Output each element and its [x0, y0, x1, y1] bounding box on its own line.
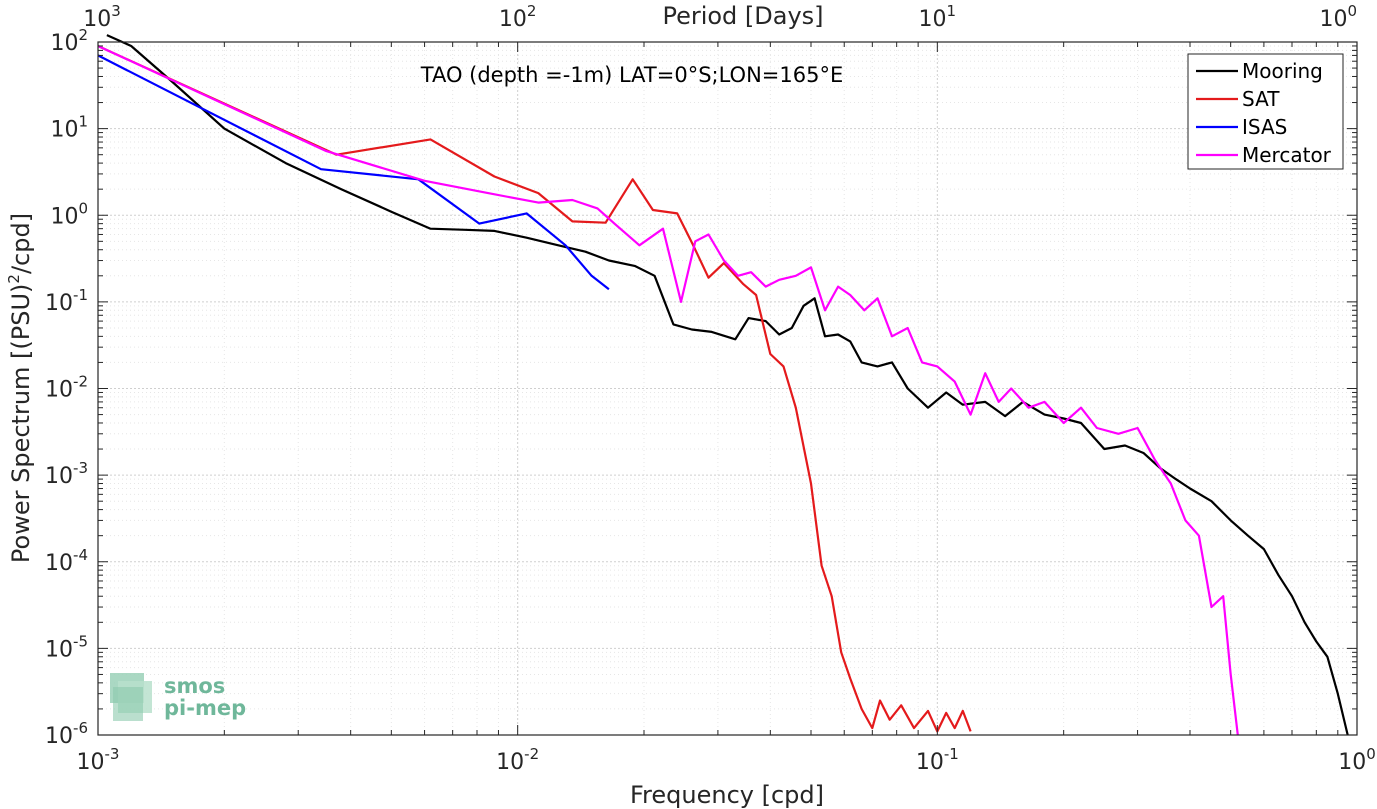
- x-tick-label-base: 10: [77, 750, 105, 775]
- series-line-isas: [97, 54, 610, 291]
- y-tick-label-base: 10: [45, 464, 73, 489]
- y-tick-label-base: 10: [45, 378, 73, 403]
- x-axis-label: Frequency [cpd]: [630, 781, 824, 809]
- series-layer: [97, 34, 1349, 736]
- x-tick-label-base: 10: [496, 750, 524, 775]
- top-tick-label-exponent: 1: [947, 2, 957, 20]
- y-tick-label-exponent: -3: [73, 459, 88, 477]
- y-tick-label-exponent: -2: [73, 373, 88, 391]
- series-mercator: [97, 45, 1239, 736]
- chart-title: TAO (depth =-1m) LAT=0°S;LON=165°E: [420, 63, 844, 87]
- y-tick-label: 10-2: [45, 373, 88, 403]
- y-tick-label: 10-3: [45, 459, 88, 489]
- y-tick-label-base: 10: [45, 551, 73, 576]
- x-tick-label-base: 10: [1338, 750, 1366, 775]
- top-tick-label-exponent: 0: [1347, 2, 1357, 20]
- y-tick-label-exponent: -1: [73, 286, 88, 304]
- top-tick-label-exponent: 2: [527, 2, 537, 20]
- y-tick-label: 10-1: [45, 286, 88, 316]
- legend-label: ISAS: [1242, 115, 1287, 139]
- y-tick-label-base: 10: [50, 118, 78, 143]
- top-tick-label: 102: [499, 2, 537, 32]
- y-tick-label-base: 10: [45, 637, 73, 662]
- logo-line1: smos: [164, 674, 225, 698]
- y-tick-label-base: 10: [45, 291, 73, 316]
- logo-line2: pi-mep: [164, 696, 246, 720]
- y-tick-label-base: 10: [45, 724, 73, 749]
- top-tick-label-base: 10: [499, 7, 527, 32]
- top-tick-label-base: 10: [919, 7, 947, 32]
- y-tick-label-exponent: 1: [78, 113, 88, 131]
- legend-label: Mercator: [1242, 143, 1332, 167]
- top-tick-label: 103: [83, 2, 121, 32]
- x-tick-label: 10-1: [916, 745, 959, 775]
- y-tick-label-base: 10: [50, 204, 78, 229]
- legend: Mooring SAT ISAS Mercator: [1187, 53, 1344, 170]
- y-tick-label: 101: [50, 113, 88, 143]
- y-axis-label: Power Spectrum [(PSU)2/cpd]: [5, 213, 35, 563]
- series-sat: [97, 44, 972, 733]
- x-tick-label-exponent: -1: [944, 745, 959, 763]
- x-tick-label-base: 10: [916, 750, 944, 775]
- top-tick-label-exponent: 3: [111, 2, 121, 20]
- logo-mark: [113, 687, 143, 721]
- y-tick-label: 100: [50, 199, 88, 229]
- tick-marks: [97, 41, 1358, 736]
- series-mooring: [106, 34, 1349, 736]
- top-tick-label-base: 10: [1319, 7, 1347, 32]
- major-grid: [98, 42, 1357, 735]
- x-tick-label: 10-2: [496, 745, 539, 775]
- y-tick-label-base: 10: [50, 31, 78, 56]
- y-tick-label: 10-5: [45, 632, 88, 662]
- y-tick-label-exponent: 0: [78, 199, 88, 217]
- y-tick-label-exponent: -6: [73, 719, 88, 737]
- legend-label: Mooring: [1242, 59, 1323, 83]
- legend-box: [1187, 53, 1344, 170]
- y-tick-label-exponent: -5: [73, 632, 88, 650]
- smos-pi-mep-logo: smos pi-mep: [110, 673, 246, 721]
- x-tick-label: 10-3: [77, 745, 120, 775]
- x-tick-label: 100: [1338, 745, 1376, 775]
- y-tick-label: 10-4: [45, 546, 88, 576]
- y-tick-label: 10-6: [45, 719, 88, 749]
- y-tick-label-exponent: -4: [73, 546, 88, 564]
- top-tick-label: 100: [1319, 2, 1357, 32]
- x-tick-label-exponent: -3: [105, 745, 120, 763]
- y-tick-label-exponent: 2: [78, 26, 88, 44]
- legend-label: SAT: [1242, 87, 1280, 111]
- top-tick-label: 101: [919, 2, 957, 32]
- top-axis-label: Period [Days]: [662, 2, 823, 30]
- top-tick-label-base: 10: [83, 7, 111, 32]
- x-tick-label-exponent: -2: [524, 745, 539, 763]
- x-tick-label-exponent: 0: [1366, 745, 1376, 763]
- y-tick-label: 102: [50, 26, 88, 56]
